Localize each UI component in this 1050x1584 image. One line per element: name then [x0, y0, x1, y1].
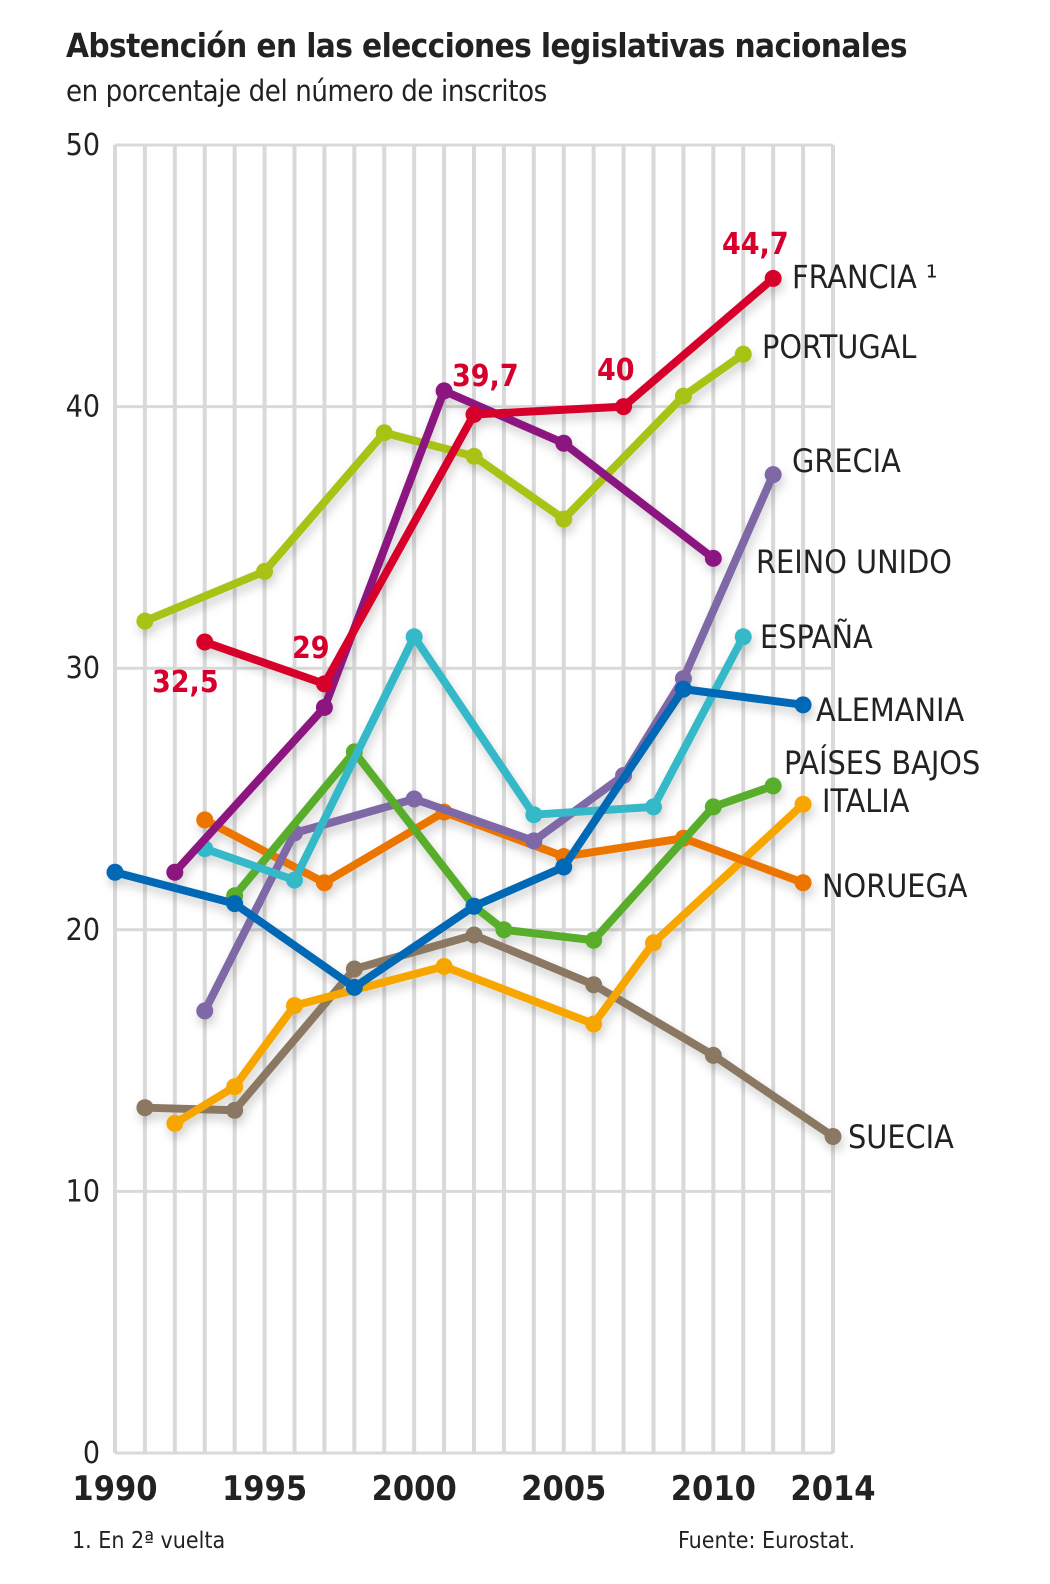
series-suecia: [136, 926, 842, 1145]
series-alemania: [106, 680, 812, 996]
x-tick-label: 2014: [790, 1469, 875, 1509]
y-tick-label: 40: [66, 390, 100, 425]
series-label: ESPAÑA: [760, 618, 873, 656]
data-point: [585, 976, 603, 994]
data-point: [794, 795, 812, 813]
series-italia: [166, 795, 812, 1132]
series-label: NORUEGA: [822, 867, 968, 905]
data-point: [734, 628, 752, 646]
data-point: [315, 675, 333, 693]
data-point: [196, 633, 214, 651]
chart-subtitle: en porcentaje del número de inscritos: [66, 74, 547, 108]
data-point: [585, 931, 603, 949]
data-point: [555, 434, 573, 452]
data-point: [226, 1101, 244, 1119]
data-point: [256, 562, 274, 580]
data-point: [495, 921, 513, 939]
data-point: [136, 612, 154, 630]
series-portugal: [136, 345, 752, 630]
y-tick-label: 30: [66, 651, 100, 686]
x-tick-label: 2000: [372, 1469, 457, 1509]
data-label: 39,7: [452, 359, 519, 394]
data-point: [764, 777, 782, 795]
data-point: [734, 345, 752, 363]
series-francia-: [196, 269, 782, 693]
y-tick-label: 20: [66, 913, 100, 948]
data-point: [226, 895, 244, 913]
series-label: PORTUGAL: [762, 328, 916, 366]
data-point: [555, 510, 573, 528]
chart-title: Abstención en las elecciones legislativa…: [66, 26, 908, 65]
y-tick-label: 0: [83, 1436, 100, 1471]
data-point: [704, 798, 722, 816]
series-label: ALEMANIA: [816, 691, 964, 729]
data-point: [645, 934, 662, 952]
x-tick-label: 2005: [521, 1469, 606, 1509]
data-point: [465, 405, 483, 423]
data-point: [405, 790, 423, 808]
series-label: PAÍSES BAJOS: [784, 744, 980, 782]
data-point: [345, 978, 363, 996]
data-point: [585, 1015, 603, 1033]
series-line: [200, 632, 748, 885]
data-point: [106, 863, 124, 881]
data-point: [196, 811, 214, 829]
data-point: [674, 387, 692, 405]
series-label: REINO UNIDO: [756, 543, 952, 581]
data-point: [615, 398, 633, 416]
data-point: [136, 1099, 154, 1117]
data-point: [345, 960, 363, 978]
data-label: 29: [292, 631, 330, 666]
x-tick-label: 1990: [72, 1469, 157, 1509]
data-label: 32,5: [152, 665, 219, 700]
data-point: [794, 696, 812, 714]
data-point: [315, 874, 333, 892]
series-line: [140, 931, 837, 1141]
y-tick-label: 10: [66, 1174, 100, 1209]
data-point: [286, 871, 303, 889]
data-point: [315, 698, 333, 716]
data-point: [555, 858, 573, 876]
data-point: [525, 806, 543, 824]
data-point: [405, 628, 423, 646]
series-line: [200, 274, 778, 688]
y-tick-label: 50: [66, 128, 100, 163]
data-point: [525, 832, 543, 850]
series-label: SUECIA: [848, 1118, 954, 1156]
data-point: [704, 1046, 722, 1064]
x-tick-label: 2010: [671, 1469, 756, 1509]
series-label: ITALIA: [822, 782, 910, 820]
data-point: [166, 1114, 184, 1132]
source: Fuente: Eurostat.: [678, 1528, 856, 1554]
data-point: [435, 382, 453, 400]
data-point: [645, 798, 662, 816]
data-point: [824, 1127, 842, 1145]
data-point: [435, 957, 453, 975]
data-point: [465, 897, 483, 915]
series-label: FRANCIA ¹: [792, 258, 937, 296]
data-point: [704, 549, 722, 567]
series-label: GRECIA: [792, 442, 901, 480]
data-point: [764, 466, 782, 484]
data-point: [166, 863, 184, 881]
data-point: [226, 1078, 244, 1096]
data-point: [465, 447, 483, 465]
data-point: [674, 680, 692, 698]
data-point: [465, 926, 483, 944]
footnote: 1. En 2ª vuelta: [72, 1528, 226, 1554]
data-point: [196, 1002, 214, 1020]
data-label: 44,7: [722, 227, 789, 262]
data-label: 40: [597, 353, 635, 388]
data-point: [375, 424, 393, 442]
data-point: [794, 874, 812, 892]
data-point: [286, 997, 303, 1015]
data-point: [764, 269, 782, 287]
series-reino-unido: [166, 382, 722, 881]
x-tick-label: 1995: [222, 1469, 307, 1509]
